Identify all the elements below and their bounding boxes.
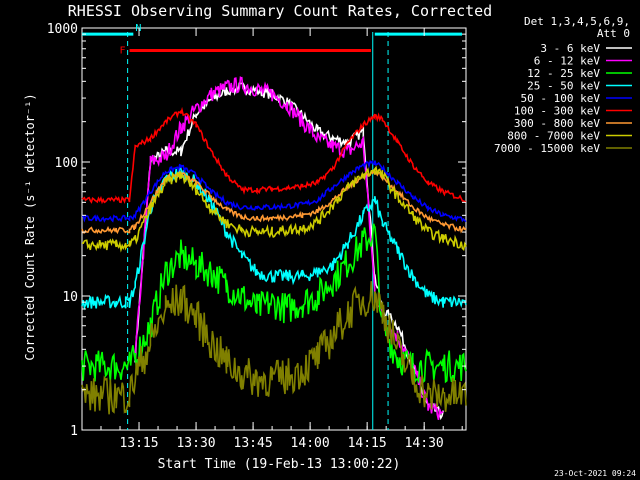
night-marker-label: N — [135, 23, 141, 34]
legend-label-7: 800 - 7000 keV — [507, 130, 600, 143]
legend-label-4: 50 - 100 keV — [521, 92, 601, 105]
flare-marker-label: F — [120, 45, 126, 56]
series-line-2 — [81, 223, 467, 385]
y-axis-label: Corrected Count Rate (s⁻¹ detector⁻¹) — [23, 93, 37, 360]
x-tick-label: 13:15 — [119, 436, 158, 451]
chart-title: RHESSI Observing Summary Count Rates, Co… — [68, 2, 492, 20]
legend-label-0: 3 - 6 keV — [540, 42, 600, 55]
x-tick-label: 13:30 — [176, 436, 215, 451]
x-tick-label: 14:15 — [348, 436, 387, 451]
x-tick-label: 14:00 — [291, 436, 330, 451]
y-tick-label: 1 — [70, 424, 78, 439]
y-tick-label: 10 — [62, 290, 78, 305]
legend-label-8: 7000 - 15000 keV — [494, 142, 600, 155]
x-tick-label: 14:30 — [405, 436, 444, 451]
legend-header-line: Det 1,3,4,5,6,9, — [524, 15, 630, 28]
y-tick-label: 1000 — [47, 22, 78, 37]
series-line-5 — [81, 106, 467, 205]
legend-header-line: Att 0 — [597, 27, 630, 40]
y-tick-label: 100 — [55, 156, 78, 171]
series-line-6 — [81, 168, 467, 235]
series-line-0 — [134, 82, 444, 421]
x-axis-label: Start Time (19-Feb-13 13:00:22) — [158, 457, 401, 472]
footer-timestamp: 23-Oct-2021 09:24 — [554, 469, 636, 478]
series-line-7 — [82, 165, 467, 253]
series-line-3 — [81, 165, 467, 311]
series-line-4 — [81, 159, 467, 223]
legend-label-6: 300 - 800 keV — [514, 117, 600, 130]
legend-label-3: 25 - 50 keV — [527, 80, 600, 93]
x-tick-label: 13:45 — [234, 436, 273, 451]
legend-label-1: 6 - 12 keV — [534, 55, 601, 68]
legend-label-5: 100 - 300 keV — [514, 105, 600, 118]
legend-label-2: 12 - 25 keV — [527, 67, 600, 80]
series-line-8 — [81, 281, 467, 415]
